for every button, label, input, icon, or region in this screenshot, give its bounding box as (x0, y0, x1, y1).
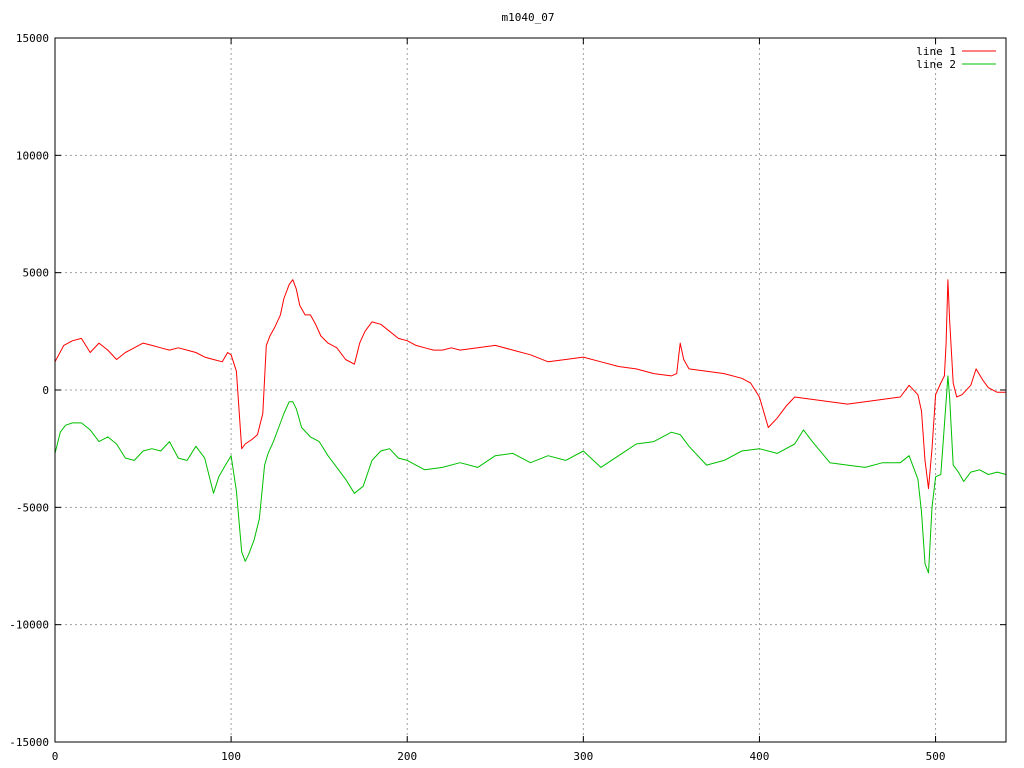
y-tick-label: 5000 (23, 267, 50, 280)
y-tick-label: 15000 (16, 32, 49, 45)
y-tick-label: -10000 (9, 619, 49, 632)
x-tick-label: 400 (750, 750, 770, 763)
y-tick-label: -15000 (9, 736, 49, 749)
x-tick-label: 200 (397, 750, 417, 763)
x-tick-label: 0 (52, 750, 59, 763)
grid-lines (55, 38, 1006, 742)
y-tick-label: -5000 (16, 501, 49, 514)
x-tick-label: 100 (221, 750, 241, 763)
x-tick-label: 500 (926, 750, 946, 763)
y-tick-label: 0 (42, 384, 49, 397)
axes (54, 37, 1007, 743)
series-lines (54, 279, 1007, 574)
tick-labels: -15000 -10000 -5000 0 5000 10000 15000 0 100 200 3… (9, 32, 945, 763)
x-tick-label: 300 (573, 750, 593, 763)
legend-label-1: line 1 (916, 45, 956, 58)
legend-label-2: line 2 (916, 58, 956, 71)
y-tick-label: 10000 (16, 149, 49, 162)
series-line-1 (54, 279, 1006, 490)
series-line-2 (54, 375, 1007, 574)
chart-title: m1040_07 (502, 11, 555, 24)
